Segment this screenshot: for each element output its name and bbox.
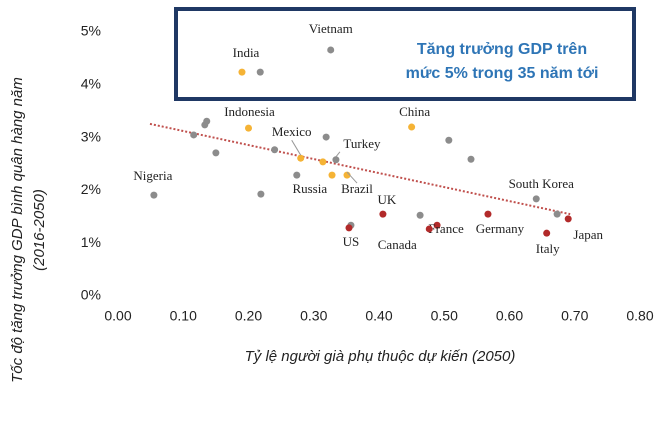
point bbox=[212, 149, 220, 157]
leader-line bbox=[346, 171, 358, 184]
point-label: South Korea bbox=[509, 176, 575, 191]
point-label: China bbox=[399, 104, 430, 119]
point bbox=[408, 123, 416, 131]
point bbox=[543, 229, 551, 237]
point bbox=[297, 154, 305, 162]
point bbox=[293, 171, 301, 179]
point bbox=[345, 224, 353, 232]
point-label: Italy bbox=[536, 241, 560, 256]
annotation-box bbox=[174, 7, 636, 101]
y-tick-label: 0% bbox=[81, 287, 101, 303]
point-label: Russia bbox=[292, 181, 327, 196]
point bbox=[484, 210, 492, 218]
x-tick-label: 0.00 bbox=[104, 308, 131, 324]
point-label: Canada bbox=[378, 237, 417, 252]
point-label: UK bbox=[378, 192, 397, 207]
x-tick-label: 0.50 bbox=[431, 308, 458, 324]
y-tick-label: 4% bbox=[81, 76, 101, 92]
point bbox=[445, 136, 453, 144]
leader-line bbox=[335, 151, 341, 158]
point bbox=[245, 124, 252, 132]
point bbox=[433, 221, 441, 229]
point bbox=[203, 117, 211, 125]
point bbox=[190, 131, 198, 139]
point bbox=[319, 158, 327, 166]
point bbox=[328, 171, 336, 179]
point bbox=[257, 190, 265, 198]
x-axis-title: Tỷ lệ người già phụ thuộc dự kiến (2050) bbox=[245, 348, 516, 365]
y-tick-label: 5% bbox=[81, 23, 101, 39]
point bbox=[532, 195, 540, 203]
point bbox=[416, 211, 424, 219]
point-label: Japan bbox=[573, 227, 603, 242]
point bbox=[332, 156, 340, 164]
x-tick-label: 0.80 bbox=[626, 308, 653, 324]
point-label: Mexico bbox=[272, 124, 312, 139]
point-label: India bbox=[233, 45, 260, 60]
y-axis-title: (2016-2050) bbox=[31, 189, 48, 271]
y-tick-label: 1% bbox=[81, 234, 101, 250]
point-label: France bbox=[428, 221, 464, 236]
annotation: mức 5% trong 35 năm tới bbox=[406, 65, 599, 82]
point bbox=[564, 215, 572, 223]
y-tick-label: 2% bbox=[81, 181, 101, 197]
point bbox=[271, 146, 279, 154]
point bbox=[467, 155, 475, 163]
point bbox=[553, 210, 561, 218]
x-tick-label: 0.30 bbox=[300, 308, 327, 324]
point bbox=[322, 133, 330, 141]
leader-line bbox=[291, 139, 302, 156]
point-label: US bbox=[343, 234, 360, 249]
point-label: Germany bbox=[476, 221, 525, 236]
annotation: Tăng trưởng GDP trên bbox=[417, 41, 587, 58]
point bbox=[327, 46, 335, 54]
point-label: Turkey bbox=[343, 136, 381, 151]
point-label: Indonesia bbox=[224, 104, 275, 119]
y-tick-label: 3% bbox=[81, 128, 101, 144]
point bbox=[425, 225, 433, 233]
x-tick-label: 0.60 bbox=[496, 308, 523, 324]
x-tick-label: 0.40 bbox=[365, 308, 392, 324]
point bbox=[256, 68, 264, 76]
point-label: Nigeria bbox=[133, 168, 172, 183]
point bbox=[238, 68, 246, 76]
point-label: Vietnam bbox=[309, 21, 353, 36]
y-axis-title: Tốc độ tăng trưởng GDP bình quân hàng nă… bbox=[9, 77, 26, 383]
x-tick-label: 0.20 bbox=[235, 308, 262, 324]
point bbox=[150, 191, 158, 199]
point bbox=[379, 210, 387, 218]
x-tick-label: 0.10 bbox=[170, 308, 197, 324]
x-tick-label: 0.70 bbox=[561, 308, 588, 324]
point-label: Brazil bbox=[341, 181, 373, 196]
